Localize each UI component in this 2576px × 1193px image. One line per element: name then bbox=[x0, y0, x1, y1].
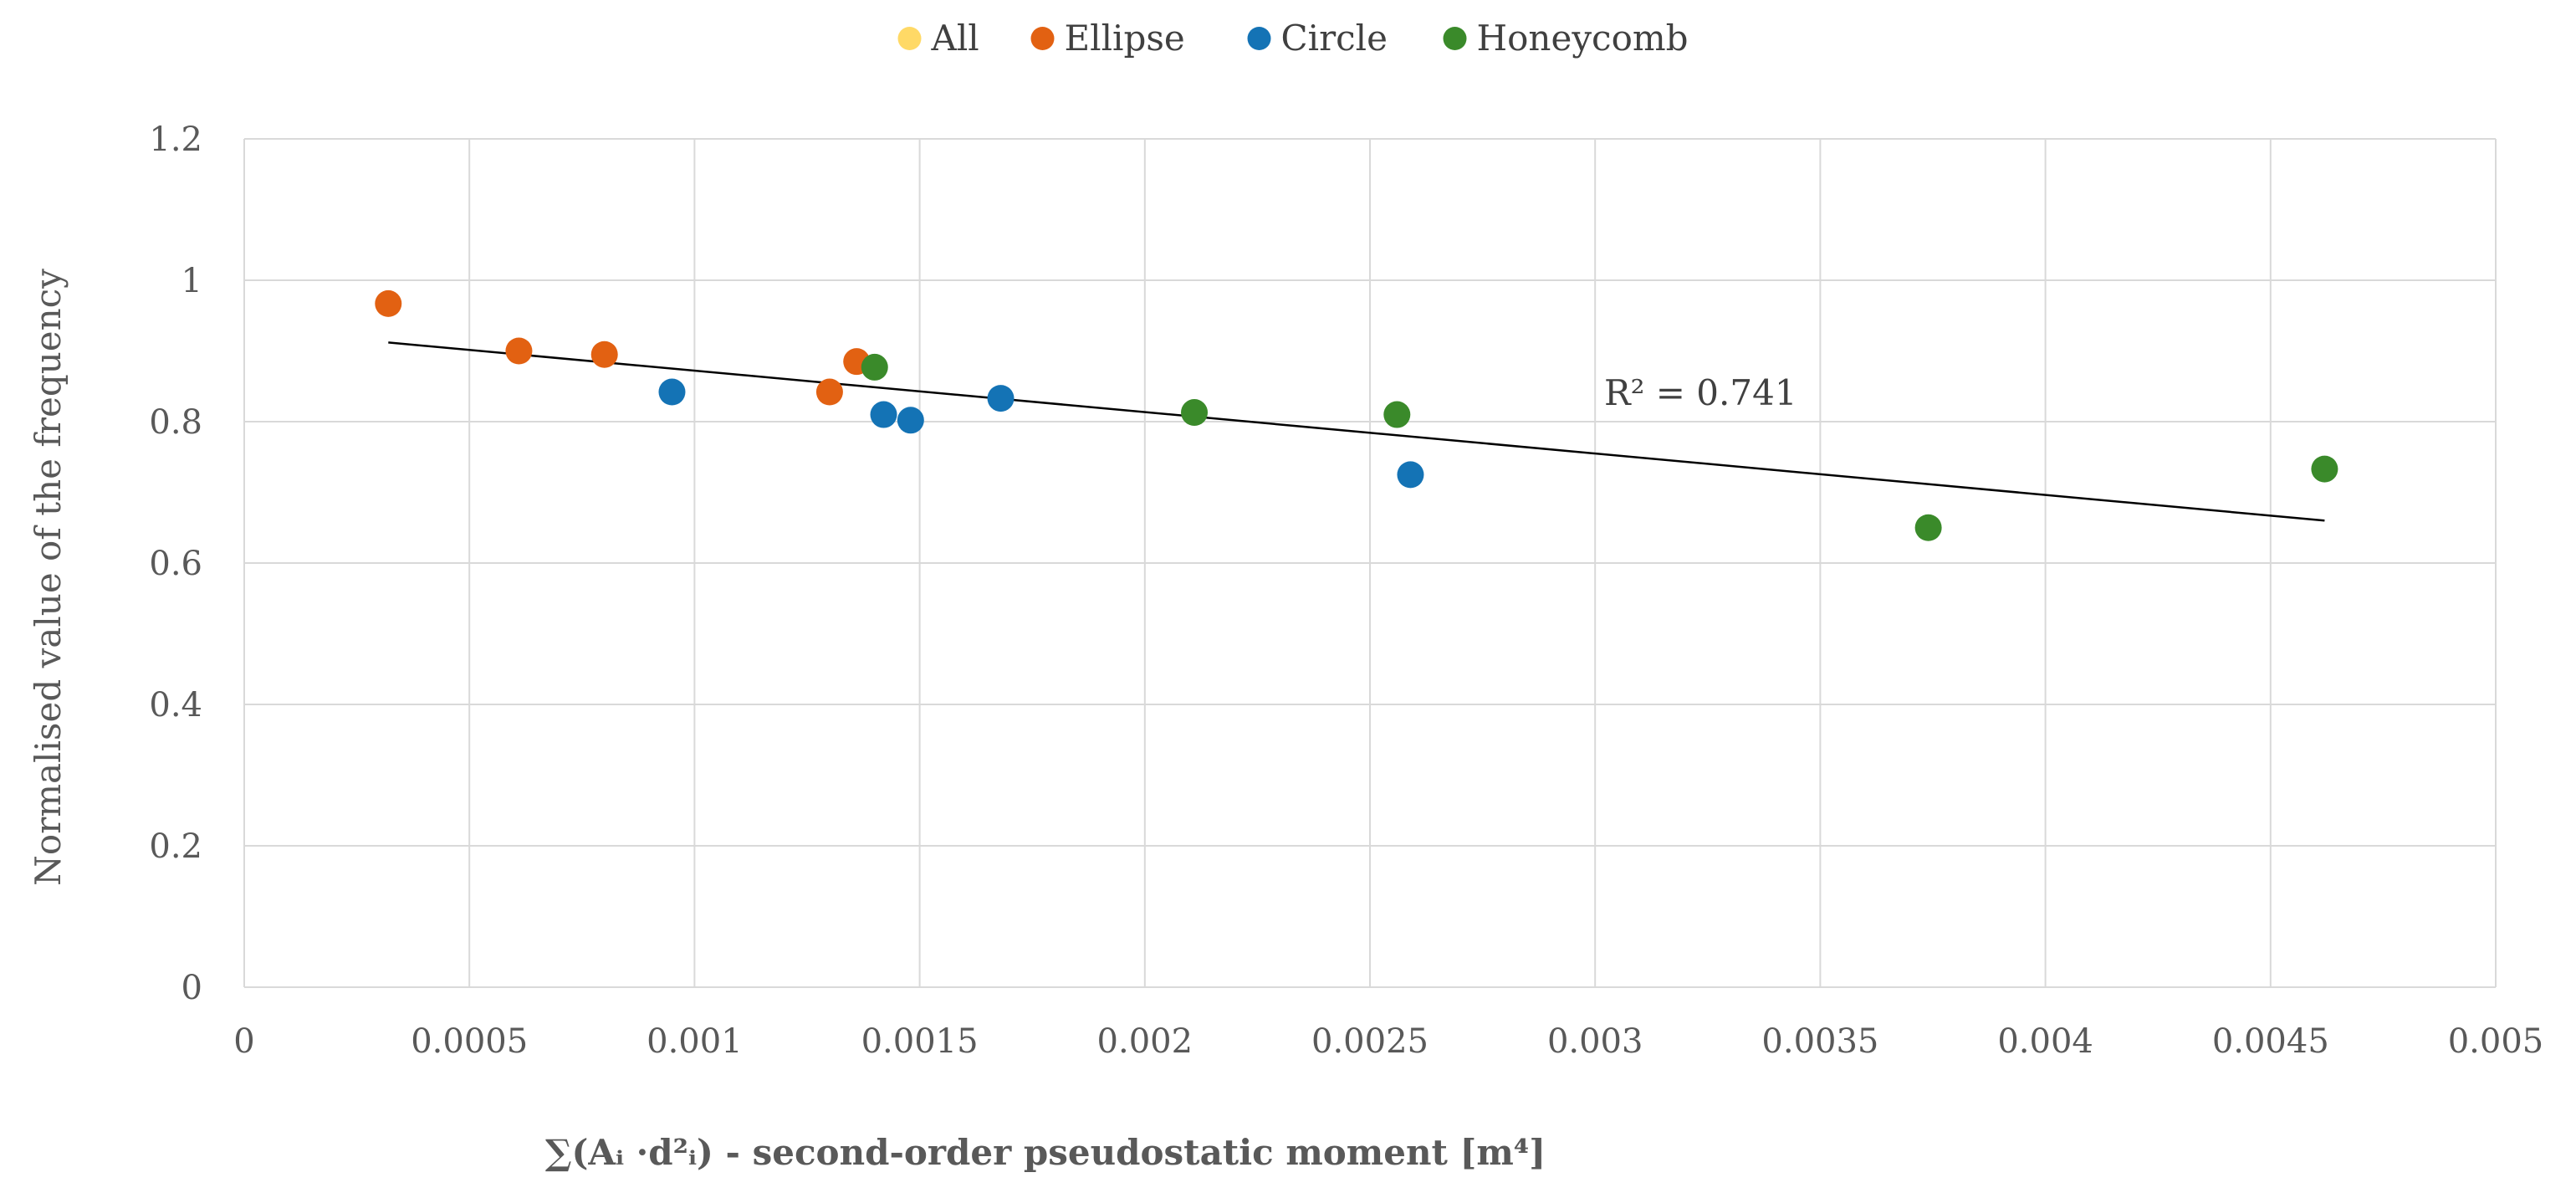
point-circle bbox=[987, 385, 1015, 412]
point-honeycomb bbox=[1383, 401, 1411, 428]
point-honeycomb bbox=[1181, 399, 1209, 427]
point-honeycomb bbox=[1914, 514, 1942, 541]
trendline bbox=[388, 341, 2325, 522]
legend-marker-circle bbox=[1247, 27, 1271, 50]
x-tick-label: 0.003 bbox=[1547, 1022, 1643, 1061]
legend-label-circle: Circle bbox=[1281, 18, 1388, 59]
legend-label-all: All bbox=[931, 18, 979, 59]
point-ellipse bbox=[590, 340, 618, 368]
point-circle bbox=[870, 401, 897, 428]
x-tick-label: 0.0045 bbox=[2212, 1022, 2329, 1061]
x-tick-label: 0.004 bbox=[1997, 1022, 2093, 1061]
legend-marker-honeycomb bbox=[1443, 27, 1467, 50]
x-tick-label: 0.001 bbox=[647, 1022, 743, 1061]
data-points bbox=[375, 289, 2338, 541]
y-tick-label: 0.8 bbox=[149, 403, 202, 442]
y-tick-label: 0.4 bbox=[149, 686, 202, 725]
legend-label-ellipse: Ellipse bbox=[1065, 18, 1185, 59]
legend-label-honeycomb: Honeycomb bbox=[1477, 18, 1689, 59]
y-tick-label: 1 bbox=[181, 262, 202, 300]
x-tick-label: 0.005 bbox=[2448, 1022, 2544, 1061]
y-tick-label: 0 bbox=[181, 969, 202, 1007]
legend: All Ellipse Circle Honeycomb bbox=[897, 18, 1689, 59]
y-tick-label: 0.6 bbox=[149, 545, 202, 583]
point-ellipse bbox=[505, 337, 533, 365]
legend-marker-ellipse bbox=[1030, 27, 1055, 50]
gridlines bbox=[243, 138, 2497, 988]
point-ellipse bbox=[375, 289, 402, 317]
x-tick-label: 0.0025 bbox=[1311, 1022, 1429, 1061]
legend-marker-all bbox=[897, 27, 922, 50]
x-tick-label: 0.0035 bbox=[1761, 1022, 1878, 1061]
x-axis-title: ∑(Aᵢ ·d²ᵢ) - second-order pseudostatic m… bbox=[545, 1132, 1546, 1173]
y-tick-label: 1.2 bbox=[149, 120, 202, 159]
y-axis-title: Normalised value of the frequency bbox=[28, 269, 69, 886]
trendline-group bbox=[388, 341, 2325, 522]
x-tick-label: 0.0005 bbox=[411, 1022, 528, 1061]
y-tick-label: 0.2 bbox=[149, 827, 202, 866]
x-tick-label: 0.0015 bbox=[861, 1022, 979, 1061]
point-circle bbox=[897, 407, 924, 434]
point-honeycomb bbox=[861, 353, 888, 381]
x-tick-label: 0.002 bbox=[1097, 1022, 1193, 1061]
point-ellipse bbox=[815, 378, 843, 406]
x-tick-label: 0 bbox=[233, 1022, 254, 1061]
annotations: R² = 0.741 bbox=[1604, 372, 1797, 413]
x-axis-ticks: 0 0.0005 0.001 0.0015 0.002 0.0025 0.003 0.0035… bbox=[233, 1022, 2543, 1061]
y-axis-ticks: 0 0.2 0.4 0.6 0.8 1 1.2 bbox=[149, 120, 202, 1007]
r-squared-annotation: R² = 0.741 bbox=[1604, 372, 1797, 413]
point-circle bbox=[1397, 461, 1424, 489]
point-honeycomb bbox=[2311, 455, 2338, 483]
point-circle bbox=[658, 378, 686, 406]
